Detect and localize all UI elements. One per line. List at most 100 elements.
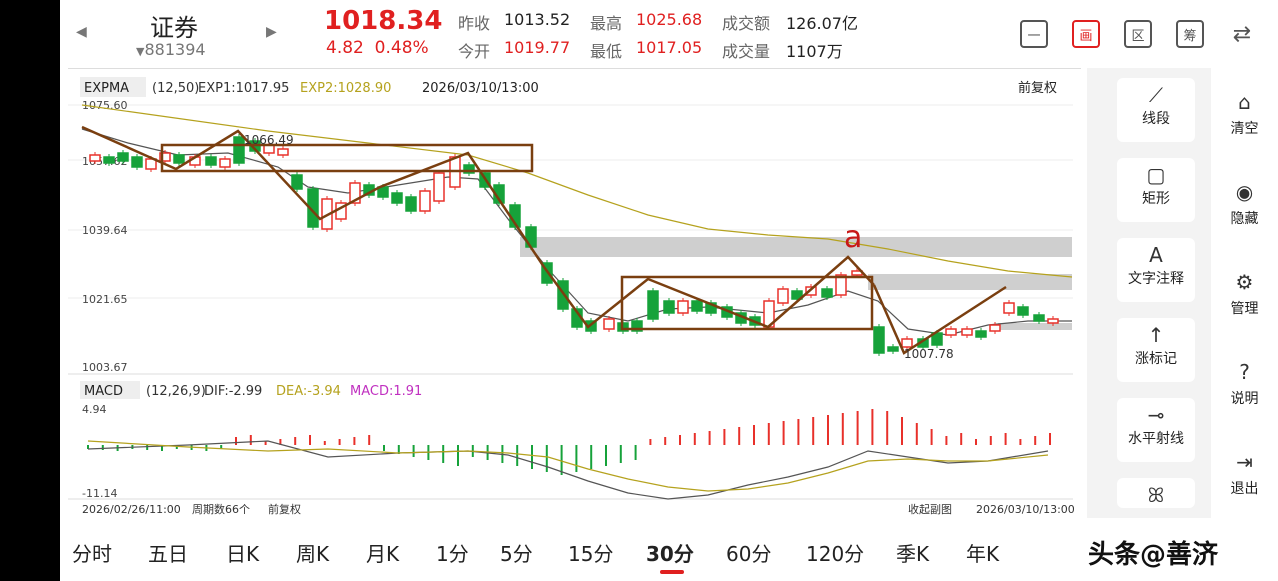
hide-button[interactable]: ◉ 隐藏	[1211, 180, 1278, 228]
change-pct: 0.48%	[374, 38, 429, 58]
macd-top-label: 4.94	[82, 403, 107, 416]
indicator-selector[interactable]	[80, 77, 146, 97]
exit-icon: ⇥	[1236, 450, 1253, 474]
tab-period[interactable]: 1分	[436, 542, 469, 566]
tab-period[interactable]: 120分	[806, 542, 865, 566]
candle	[291, 174, 303, 190]
trend-line-drawing	[81, 125, 546, 268]
arrow-up-icon: ↑	[1147, 323, 1165, 347]
range-button[interactable]: 区	[1124, 20, 1152, 48]
exp1-value: EXP1:1017.95	[198, 81, 289, 96]
chart-svg: EXPMA (12,50) EXP1:1017.95 EXP2:1028.90 …	[68, 77, 1075, 516]
tool-label: 文字注释	[1128, 271, 1184, 287]
macd-name: MACD	[84, 384, 123, 399]
consolidation-box	[160, 143, 534, 173]
tab-period[interactable]: 年K	[966, 542, 1000, 566]
macd-bottom-label: -11.14	[82, 487, 117, 500]
change-value: 4.82	[326, 38, 364, 58]
candle	[777, 288, 789, 304]
candle	[349, 182, 361, 204]
dropdown-icon: ▼	[136, 45, 145, 58]
prev-stock-icon[interactable]: ◀	[76, 24, 87, 40]
quote-value: 1025.68	[636, 10, 703, 29]
candle	[631, 320, 643, 332]
candle	[463, 164, 475, 174]
tab-period[interactable]: 60分	[726, 542, 772, 566]
candle	[433, 172, 445, 202]
y-tick-label: 1075.60	[82, 99, 128, 112]
candle	[663, 300, 675, 314]
candle	[205, 156, 217, 166]
candle	[307, 188, 319, 228]
candle	[1003, 302, 1015, 314]
tab-period-active[interactable]: 30分	[646, 542, 694, 566]
candle	[89, 154, 101, 162]
tool-up-mark[interactable]: ↑ 涨标记	[1117, 318, 1195, 382]
stock-code[interactable]: ▼881394	[136, 40, 206, 59]
tool-more[interactable]: ꕤ	[1117, 478, 1195, 508]
tool-label: 线段	[1142, 111, 1170, 127]
indicator-params: (12,50)	[152, 81, 199, 96]
quote-label: 昨收	[458, 14, 491, 33]
side-label: 隐藏	[1230, 211, 1259, 227]
tool-rectangle[interactable]: ▢ 矩形	[1117, 158, 1195, 222]
stock-name: 证券	[150, 14, 198, 42]
side-label: 清空	[1230, 121, 1259, 137]
quote-label: 今开	[458, 42, 491, 61]
candle	[835, 274, 847, 296]
candle	[419, 190, 431, 212]
end-date: 2026/03/10/13:00	[976, 503, 1075, 516]
dif-line	[87, 440, 1049, 500]
candle	[647, 290, 659, 320]
gear-icon: ⚙	[1235, 270, 1254, 294]
tab-period[interactable]: 季K	[896, 542, 930, 566]
side-label: 说明	[1230, 391, 1259, 407]
chip-button[interactable]: 筹	[1176, 20, 1204, 48]
line-segment-icon: ⟋	[1149, 83, 1163, 107]
tool-text-annotation[interactable]: A 文字注释	[1117, 238, 1195, 302]
next-stock-icon[interactable]: ▶	[266, 24, 277, 40]
manage-button[interactable]: ⚙ 管理	[1211, 270, 1278, 318]
tab-period[interactable]: 月K	[366, 542, 400, 566]
candle	[391, 192, 403, 204]
side-label: 管理	[1230, 301, 1259, 317]
consolidation-box	[620, 275, 874, 331]
collapse-subchart-button[interactable]: 收起副图	[908, 502, 952, 516]
kline-chart[interactable]: EXPMA (12,50) EXP1:1017.95 EXP2:1028.90 …	[68, 68, 1081, 518]
landscape-icon[interactable]: ⇄	[1232, 21, 1252, 47]
quote-label: 最高	[590, 14, 623, 33]
low-mark: 1007.78	[904, 347, 954, 361]
quote-value: 126.07亿	[786, 14, 858, 33]
tab-period[interactable]: 5分	[500, 542, 533, 566]
candle	[405, 196, 417, 212]
macd-selector[interactable]	[80, 381, 140, 399]
quote-value: 1019.77	[504, 38, 571, 57]
candle	[677, 300, 689, 314]
quote-label: 成交额	[722, 14, 771, 33]
dea-value: DEA:-3.94	[276, 384, 341, 399]
tab-period[interactable]: 15分	[568, 542, 614, 566]
app: ◀ ▶ 证券 ▼881394 1018.34 4.82 0.48% 昨收 101…	[60, 0, 1278, 581]
help-icon: ?	[1239, 360, 1250, 384]
clear-button[interactable]: ⌂ 清空	[1211, 90, 1278, 138]
tab-period[interactable]: 分时	[72, 542, 112, 566]
tool-line-segment[interactable]: ⟋ 线段	[1117, 78, 1195, 142]
y-tick-label: 1021.65	[82, 293, 128, 306]
candle	[873, 326, 885, 354]
tool-horizontal-ray[interactable]: ⊸ 水平射线	[1117, 398, 1195, 462]
adjust-selector[interactable]: 前复权	[1018, 80, 1057, 96]
tab-period[interactable]: 日K	[226, 542, 260, 566]
candle	[901, 338, 913, 348]
candle	[277, 148, 289, 156]
period-count: 周期数66个	[192, 503, 250, 516]
help-button[interactable]: ? 说明	[1211, 360, 1278, 408]
candle	[103, 156, 115, 164]
quote-value: 1013.52	[504, 10, 571, 29]
tab-period[interactable]: 周K	[296, 542, 330, 566]
period-tabs: 分时 五日 日K 周K 月K 1分 5分 15分 30分 60分 120分 季K…	[60, 520, 1278, 581]
draw-button[interactable]: 画	[1072, 20, 1100, 48]
tab-period[interactable]: 五日	[148, 542, 188, 566]
exit-button[interactable]: ⇥ 退出	[1211, 450, 1278, 498]
candle	[1047, 318, 1059, 324]
minimize-toolbar-button[interactable]: 一	[1020, 20, 1048, 48]
